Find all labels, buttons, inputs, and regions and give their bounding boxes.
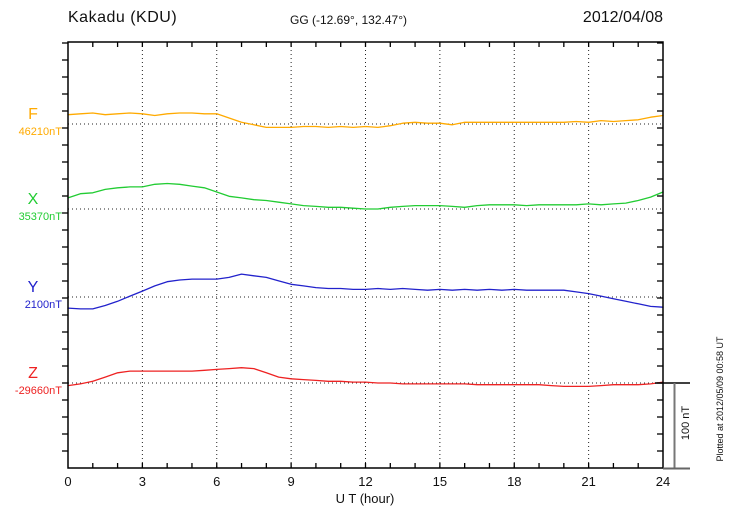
observatory-coordinates: GG (-12.69°, 132.47°) — [290, 13, 407, 27]
series-letter-x: X — [27, 191, 39, 208]
station-name: Kakadu (KDU) — [68, 9, 178, 26]
series-baseline-y: 2100nT — [24, 299, 62, 311]
plotted-timestamp-note: Plotted at 2012/05/09 00:58 UT — [715, 336, 725, 462]
series-letter-z: Z — [28, 365, 38, 382]
series-baseline-x: 35370nT — [18, 211, 62, 223]
x-tick-label-21: 21 — [581, 474, 596, 489]
series-baseline-z: -29660nT — [14, 385, 62, 397]
x-tick-label-12: 12 — [358, 474, 373, 489]
series-baseline-group-z: -29660nT — [4, 385, 62, 397]
x-tick-label-3: 3 — [138, 474, 147, 489]
series-baseline-group-x: 35370nT — [4, 211, 62, 223]
x-tick-label-0: 0 — [64, 474, 72, 489]
series-baseline-group-y: 2100nT — [4, 299, 62, 311]
x-tick-label-9: 9 — [287, 474, 295, 489]
series-letter-f: F — [28, 106, 38, 123]
series-letter-y: Y — [27, 279, 39, 296]
series-baseline-f: 46210nT — [18, 126, 62, 138]
x-tick-label-15: 15 — [432, 474, 448, 489]
scale-bar-label: 100 nT — [680, 405, 692, 441]
x-tick-label-6: 6 — [213, 474, 221, 489]
series-label-group-f: F — [4, 107, 62, 123]
series-baseline-group-f: 46210nT — [4, 126, 62, 138]
series-label-group-z: Z — [4, 366, 62, 382]
x-tick-label-18: 18 — [507, 474, 522, 489]
plot-date: 2012/04/08 — [582, 9, 663, 26]
series-label-group-x: X — [4, 192, 62, 208]
x-tick-label-24: 24 — [655, 474, 671, 489]
series-label-group-y: Y — [4, 280, 62, 296]
x-axis-label: U T (hour) — [335, 491, 395, 506]
